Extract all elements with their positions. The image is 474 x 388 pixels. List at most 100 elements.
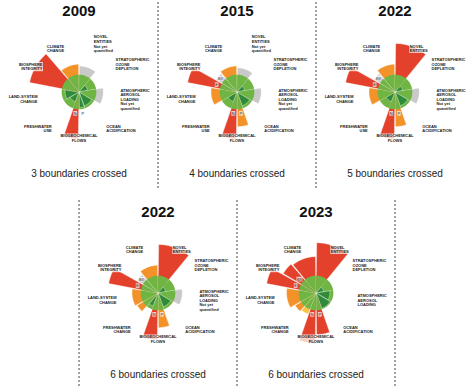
svg-text:ACIDIFICATION: ACIDIFICATION xyxy=(106,128,136,133)
svg-text:P: P xyxy=(318,312,321,317)
svg-text:CHANGE: CHANGE xyxy=(363,48,381,53)
svg-text:CHANGE: CHANGE xyxy=(284,249,302,254)
svg-text:STRATOSPHERIC: STRATOSPHERIC xyxy=(273,57,308,63)
svg-text:ACIDIFICATION: ACIDIFICATION xyxy=(343,329,373,334)
svg-text:FRESHWATER: FRESHWATER xyxy=(24,123,52,129)
svg-text:2023: 2023 xyxy=(299,203,332,220)
svg-text:N: N xyxy=(74,111,77,116)
svg-text:STRATOSPHERIC: STRATOSPHERIC xyxy=(115,57,150,63)
svg-text:CHANGE: CHANGE xyxy=(99,300,117,305)
svg-text:ATMOSPHERIC: ATMOSPHERIC xyxy=(120,87,150,93)
svg-text:CHANGE: CHANGE xyxy=(205,48,223,53)
svg-text:BIOGEOCHEMICAL: BIOGEOCHEMICAL xyxy=(60,133,98,139)
svg-text:P: P xyxy=(160,312,163,317)
svg-text:OCEAN: OCEAN xyxy=(264,123,279,129)
svg-text:CLIMATE: CLIMATE xyxy=(204,43,223,49)
svg-text:Not yet: Not yet xyxy=(93,43,108,49)
svg-text:FLOWS: FLOWS xyxy=(230,138,245,143)
svg-text:FLOWS: FLOWS xyxy=(72,138,87,143)
svg-text:Not yet: Not yet xyxy=(120,101,134,107)
svg-text:CHANGE: CHANGE xyxy=(178,99,196,104)
svg-text:quantified: quantified xyxy=(199,307,219,312)
svg-text:quantified: quantified xyxy=(436,106,456,111)
svg-text:CHANGE: CHANGE xyxy=(271,329,289,334)
svg-text:DEPLETION: DEPLETION xyxy=(274,66,297,71)
svg-text:BII: BII xyxy=(297,277,302,282)
svg-text:E: E xyxy=(373,82,376,87)
svg-text:2022: 2022 xyxy=(378,2,411,19)
svg-text:LOADING: LOADING xyxy=(120,96,139,102)
svg-text:ACIDIFICATION: ACIDIFICATION xyxy=(422,128,452,133)
svg-text:N: N xyxy=(153,312,156,317)
svg-text:quantified: quantified xyxy=(278,106,298,111)
svg-text:BIOGEOCHEMICAL: BIOGEOCHEMICAL xyxy=(218,133,256,139)
svg-text:DEPLETION: DEPLETION xyxy=(432,66,455,71)
svg-text:NOVEL: NOVEL xyxy=(251,34,266,40)
svg-text:CHANGE: CHANGE xyxy=(47,48,65,53)
svg-text:2009: 2009 xyxy=(62,2,95,19)
svg-text:N: N xyxy=(390,111,393,116)
svg-text:E: E xyxy=(215,82,218,87)
svg-text:INTEGRITY: INTEGRITY xyxy=(100,267,122,272)
svg-text:ACIDIFICATION: ACIDIFICATION xyxy=(264,128,294,133)
svg-text:CHANGE: CHANGE xyxy=(20,99,38,104)
svg-text:quantified: quantified xyxy=(252,48,272,53)
svg-text:CHANGE: CHANGE xyxy=(336,99,354,104)
svg-text:5 boundaries crossed: 5 boundaries crossed xyxy=(347,168,443,179)
svg-text:E: E xyxy=(136,283,139,288)
svg-text:3 boundaries crossed: 3 boundaries crossed xyxy=(31,168,127,179)
svg-text:USE: USE xyxy=(202,128,211,133)
svg-text:USE: USE xyxy=(44,128,53,133)
svg-text:LAND-SYSTEM: LAND-SYSTEM xyxy=(8,94,38,100)
svg-text:Not yet: Not yet xyxy=(251,43,266,49)
svg-text:OZONE: OZONE xyxy=(115,61,130,67)
svg-text:ENTITIES: ENTITIES xyxy=(173,249,191,254)
svg-text:OZONE: OZONE xyxy=(273,61,288,67)
svg-text:CHANGE: CHANGE xyxy=(126,249,144,254)
svg-text:INTEGRITY: INTEGRITY xyxy=(258,267,280,272)
svg-text:DEPLETION: DEPLETION xyxy=(116,66,139,71)
svg-text:BII: BII xyxy=(139,277,144,282)
svg-text:ATMOSPHERIC: ATMOSPHERIC xyxy=(278,87,308,93)
svg-text:P: P xyxy=(397,111,400,116)
svg-text:DEPLETION: DEPLETION xyxy=(195,267,218,272)
svg-text:2015: 2015 xyxy=(220,2,253,19)
svg-text:N: N xyxy=(232,111,235,116)
svg-text:6 boundaries crossed: 6 boundaries crossed xyxy=(110,369,206,380)
svg-text:BII: BII xyxy=(376,76,381,81)
svg-text:P: P xyxy=(81,111,84,116)
svg-text:LOADING: LOADING xyxy=(357,302,375,307)
svg-text:CHANGE: CHANGE xyxy=(113,329,131,334)
svg-text:P: P xyxy=(239,111,242,116)
svg-text:BII: BII xyxy=(218,76,223,81)
svg-text:Not yet: Not yet xyxy=(278,101,292,107)
svg-text:CHANGE: CHANGE xyxy=(257,300,275,305)
svg-text:4 boundaries crossed: 4 boundaries crossed xyxy=(189,168,285,179)
svg-text:AEROSOL: AEROSOL xyxy=(120,92,141,98)
svg-text:ENTITIES: ENTITIES xyxy=(410,48,428,53)
svg-text:ACIDIFICATION: ACIDIFICATION xyxy=(185,329,215,334)
svg-text:DEPLETION: DEPLETION xyxy=(353,267,376,272)
svg-text:FLOWS: FLOWS xyxy=(309,339,324,344)
svg-text:NOVEL: NOVEL xyxy=(93,34,108,40)
svg-text:E: E xyxy=(294,283,297,288)
svg-text:6 boundaries crossed: 6 boundaries crossed xyxy=(268,369,364,380)
svg-text:INTEGRITY: INTEGRITY xyxy=(21,66,43,71)
svg-text:INTEGRITY: INTEGRITY xyxy=(337,66,359,71)
svg-text:AEROSOL: AEROSOL xyxy=(278,92,299,98)
svg-text:N: N xyxy=(311,312,314,317)
svg-text:2022: 2022 xyxy=(141,203,174,220)
svg-text:quantified: quantified xyxy=(120,106,140,111)
svg-text:ENTITIES: ENTITIES xyxy=(251,38,270,44)
svg-text:LOADING: LOADING xyxy=(278,96,297,102)
svg-text:INTEGRITY: INTEGRITY xyxy=(179,66,201,71)
svg-text:USE: USE xyxy=(360,128,369,133)
svg-text:ENTITIES: ENTITIES xyxy=(331,249,349,254)
svg-text:FLOWS: FLOWS xyxy=(388,138,403,143)
svg-text:ENTITIES: ENTITIES xyxy=(93,38,112,44)
svg-text:BIOSPHERE: BIOSPHERE xyxy=(18,61,43,67)
svg-text:CLIMATE: CLIMATE xyxy=(46,43,65,49)
svg-text:FLOWS: FLOWS xyxy=(151,339,166,344)
svg-text:OCEAN: OCEAN xyxy=(106,123,121,129)
svg-text:quantified: quantified xyxy=(94,48,114,53)
